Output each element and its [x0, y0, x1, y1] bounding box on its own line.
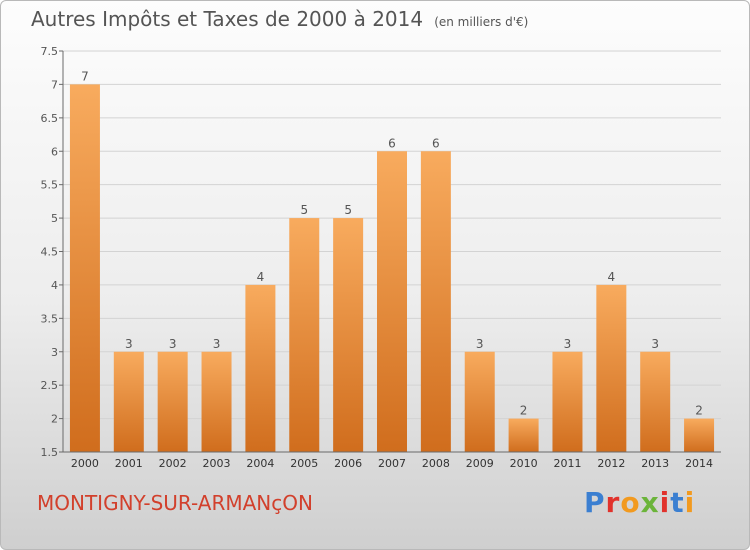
- x-tick-label: 2001: [115, 457, 143, 470]
- logo-letter: t: [670, 486, 685, 519]
- y-tick-label: 1.5: [41, 446, 59, 459]
- y-tick-label: 3.5: [41, 312, 59, 325]
- bar-value-label: 3: [169, 337, 177, 351]
- bar: [640, 351, 671, 452]
- x-tick-label: 2002: [159, 457, 187, 470]
- logo-letter: P: [584, 486, 606, 519]
- x-tick-label: 2011: [553, 457, 581, 470]
- x-tick-label: 2009: [466, 457, 494, 470]
- bar: [464, 351, 495, 452]
- proxiti-logo: Proxiti: [584, 486, 695, 519]
- bar: [684, 418, 715, 452]
- bar: [333, 218, 364, 452]
- x-tick-label: 2013: [641, 457, 669, 470]
- x-tick-label: 2014: [685, 457, 713, 470]
- bar: [69, 84, 100, 453]
- x-tick-label: 2008: [422, 457, 450, 470]
- bar: [289, 218, 320, 452]
- bar-value-label: 3: [651, 337, 659, 351]
- y-tick-label: 3: [51, 346, 58, 359]
- logo-letter: i: [684, 486, 696, 519]
- title-text: Autres Impôts et Taxes de 2000 à 2014: [31, 7, 424, 31]
- y-tick-label: 2.5: [41, 379, 59, 392]
- bar-value-label: 3: [125, 337, 133, 351]
- x-tick-label: 2007: [378, 457, 406, 470]
- city-name: MONTIGNY-SUR-ARMANçON: [37, 491, 313, 515]
- bar-value-label: 3: [564, 337, 572, 351]
- y-tick-label: 6.5: [41, 112, 59, 125]
- y-tick-label: 7.5: [41, 45, 59, 58]
- bar: [113, 351, 144, 452]
- bar-value-label: 4: [257, 270, 265, 284]
- y-tick-label: 5.5: [41, 179, 59, 192]
- unit-text: (en milliers d'€): [434, 15, 529, 29]
- bar-value-label: 3: [213, 337, 221, 351]
- bar: [508, 418, 539, 452]
- y-tick-label: 4: [51, 279, 58, 292]
- y-tick-label: 4.5: [41, 246, 59, 259]
- bar-value-label: 7: [81, 69, 89, 83]
- x-tick-label: 2004: [246, 457, 274, 470]
- logo-letter: r: [605, 486, 621, 519]
- bar-value-label: 4: [608, 270, 616, 284]
- x-tick-label: 2006: [334, 457, 362, 470]
- bar-value-label: 2: [520, 404, 528, 418]
- logo-letter: i: [659, 486, 671, 519]
- bar: [377, 151, 407, 452]
- bar: [596, 284, 627, 452]
- chart-title: Autres Impôts et Taxes de 2000 à 2014 (e…: [31, 7, 528, 31]
- bar-value-label: 5: [344, 203, 352, 217]
- logo-letter: o: [620, 486, 641, 519]
- x-tick-label: 2000: [71, 457, 99, 470]
- bar-value-label: 6: [388, 136, 396, 150]
- bar-value-label: 6: [432, 136, 440, 150]
- x-tick-label: 2012: [597, 457, 625, 470]
- bar-value-label: 2: [695, 404, 703, 418]
- bar: [201, 351, 232, 452]
- y-tick-label: 6: [51, 145, 58, 158]
- x-tick-label: 2010: [510, 457, 538, 470]
- bar: [245, 284, 276, 452]
- y-tick-label: 5: [51, 212, 58, 225]
- logo-letter: x: [640, 486, 660, 519]
- x-tick-label: 2005: [290, 457, 318, 470]
- bar-value-label: 5: [300, 203, 308, 217]
- bar-value-label: 3: [476, 337, 484, 351]
- x-tick-label: 2003: [203, 457, 231, 470]
- y-tick-label: 7: [51, 78, 58, 91]
- bar: [157, 351, 188, 452]
- y-tick-label: 2: [51, 413, 58, 426]
- bar: [552, 351, 583, 452]
- bar: [420, 151, 451, 452]
